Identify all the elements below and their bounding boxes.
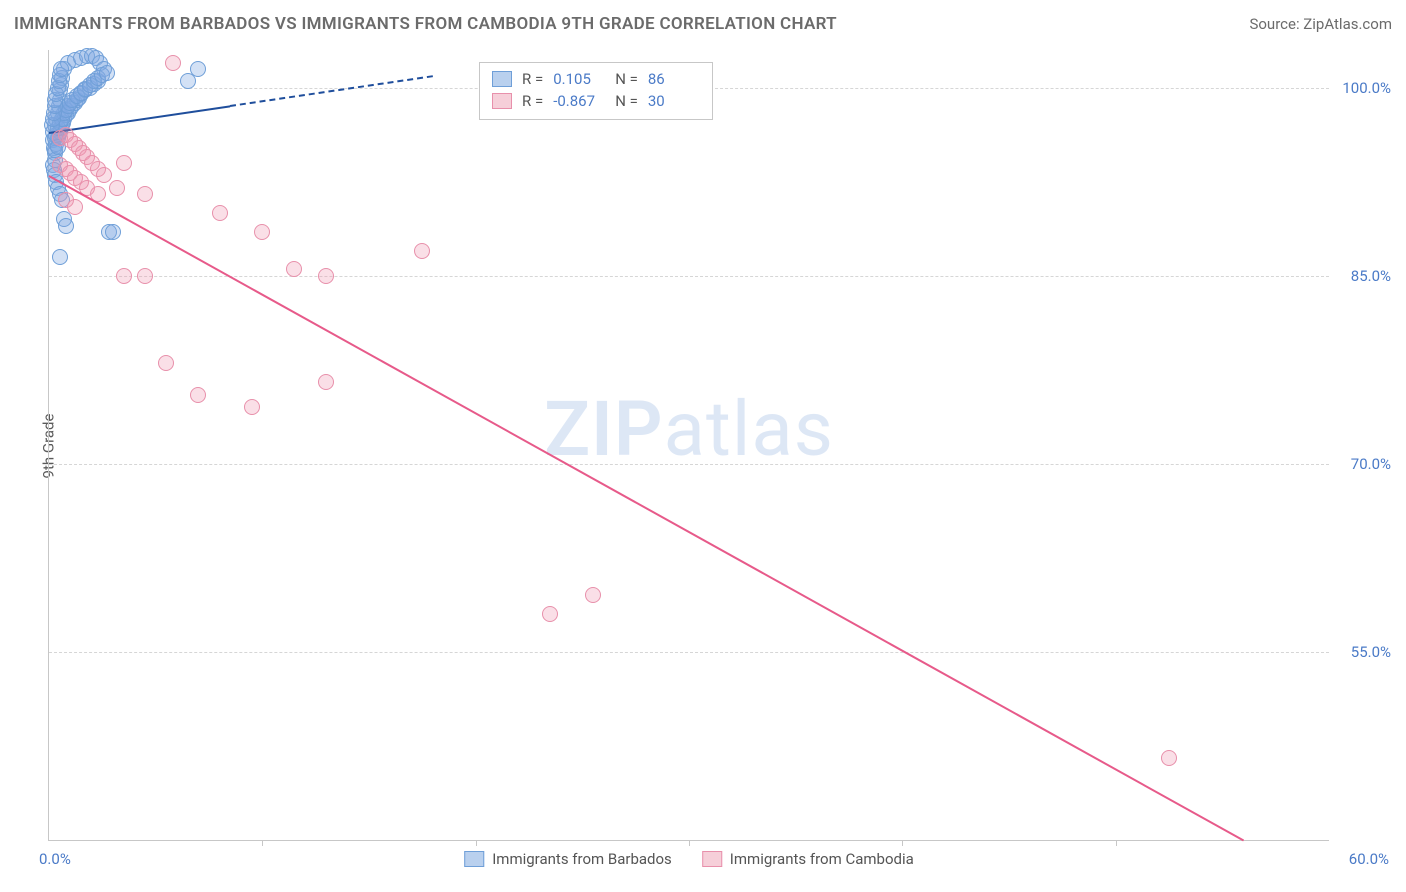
x-start-label: 0.0%: [39, 850, 71, 868]
grid-line: [49, 652, 1329, 653]
scatter-point-cambodia: [165, 55, 181, 71]
legend-n-value: 30: [648, 90, 700, 112]
scatter-plot: ZIPatlas 100.0%85.0%70.0%55.0%0.0%60.0%R…: [48, 50, 1329, 841]
scatter-point-cambodia: [212, 205, 228, 221]
scatter-point-barbados: [52, 249, 68, 265]
legend-n-label: N =: [615, 68, 638, 90]
grid-line: [49, 464, 1329, 465]
scatter-point-cambodia: [190, 387, 206, 403]
legend-swatch: [492, 71, 512, 87]
legend-r-value: 0.105: [553, 68, 605, 90]
trend-line-barbados: [230, 75, 433, 107]
scatter-point-cambodia: [585, 587, 601, 603]
legend-n-label: N =: [615, 90, 638, 112]
source-label: Source: ZipAtlas.com: [1249, 15, 1392, 33]
scatter-point-cambodia: [116, 268, 132, 284]
watermark: ZIPatlas: [544, 384, 834, 474]
scatter-point-cambodia: [254, 224, 270, 240]
x-tick: [902, 840, 903, 846]
scatter-point-cambodia: [318, 268, 334, 284]
legend-swatch: [702, 851, 722, 867]
scatter-point-barbados: [99, 65, 115, 81]
y-tick-label: 85.0%: [1336, 267, 1391, 285]
scatter-point-cambodia: [158, 355, 174, 371]
scatter-point-barbados: [105, 224, 121, 240]
legend-r-label: R =: [522, 90, 543, 112]
x-tick: [689, 840, 690, 846]
scatter-point-cambodia: [286, 261, 302, 277]
title-bar: IMMIGRANTS FROM BARBADOS VS IMMIGRANTS F…: [14, 14, 1392, 34]
x-tick: [1116, 840, 1117, 846]
chart-title: IMMIGRANTS FROM BARBADOS VS IMMIGRANTS F…: [14, 14, 837, 34]
x-tick: [476, 840, 477, 846]
scatter-point-cambodia: [1161, 750, 1177, 766]
scatter-point-cambodia: [542, 606, 558, 622]
correlation-legend-row: R = -0.867 N = 30: [492, 90, 700, 112]
scatter-point-barbados: [180, 73, 196, 89]
series-legend-item: Immigrants from Barbados: [464, 850, 672, 868]
correlation-legend-row: R = 0.105 N = 86: [492, 68, 700, 90]
scatter-point-barbados: [53, 61, 69, 77]
scatter-point-cambodia: [137, 268, 153, 284]
series-legend-label: Immigrants from Cambodia: [730, 850, 914, 868]
scatter-point-cambodia: [109, 180, 125, 196]
series-legend: Immigrants from Barbados Immigrants from …: [464, 850, 914, 868]
scatter-point-cambodia: [137, 186, 153, 202]
x-end-label: 60.0%: [1349, 850, 1389, 868]
legend-r-value: -0.867: [553, 90, 605, 112]
legend-swatch: [464, 851, 484, 867]
y-tick-label: 70.0%: [1336, 455, 1391, 473]
y-tick-label: 55.0%: [1336, 643, 1391, 661]
correlation-legend: R = 0.105 N = 86 R = -0.867 N = 30: [479, 62, 713, 120]
scatter-point-cambodia: [244, 399, 260, 415]
scatter-point-cambodia: [414, 243, 430, 259]
scatter-point-cambodia: [67, 199, 83, 215]
x-tick: [262, 840, 263, 846]
y-tick-label: 100.0%: [1336, 79, 1391, 97]
legend-r-label: R =: [522, 68, 543, 90]
grid-line: [49, 276, 1329, 277]
scatter-point-cambodia: [96, 167, 112, 183]
scatter-point-barbados: [58, 218, 74, 234]
legend-swatch: [492, 93, 512, 109]
legend-n-value: 86: [648, 68, 700, 90]
scatter-point-cambodia: [318, 374, 334, 390]
series-legend-item: Immigrants from Cambodia: [702, 850, 914, 868]
series-legend-label: Immigrants from Barbados: [492, 850, 672, 868]
scatter-point-cambodia: [116, 155, 132, 171]
